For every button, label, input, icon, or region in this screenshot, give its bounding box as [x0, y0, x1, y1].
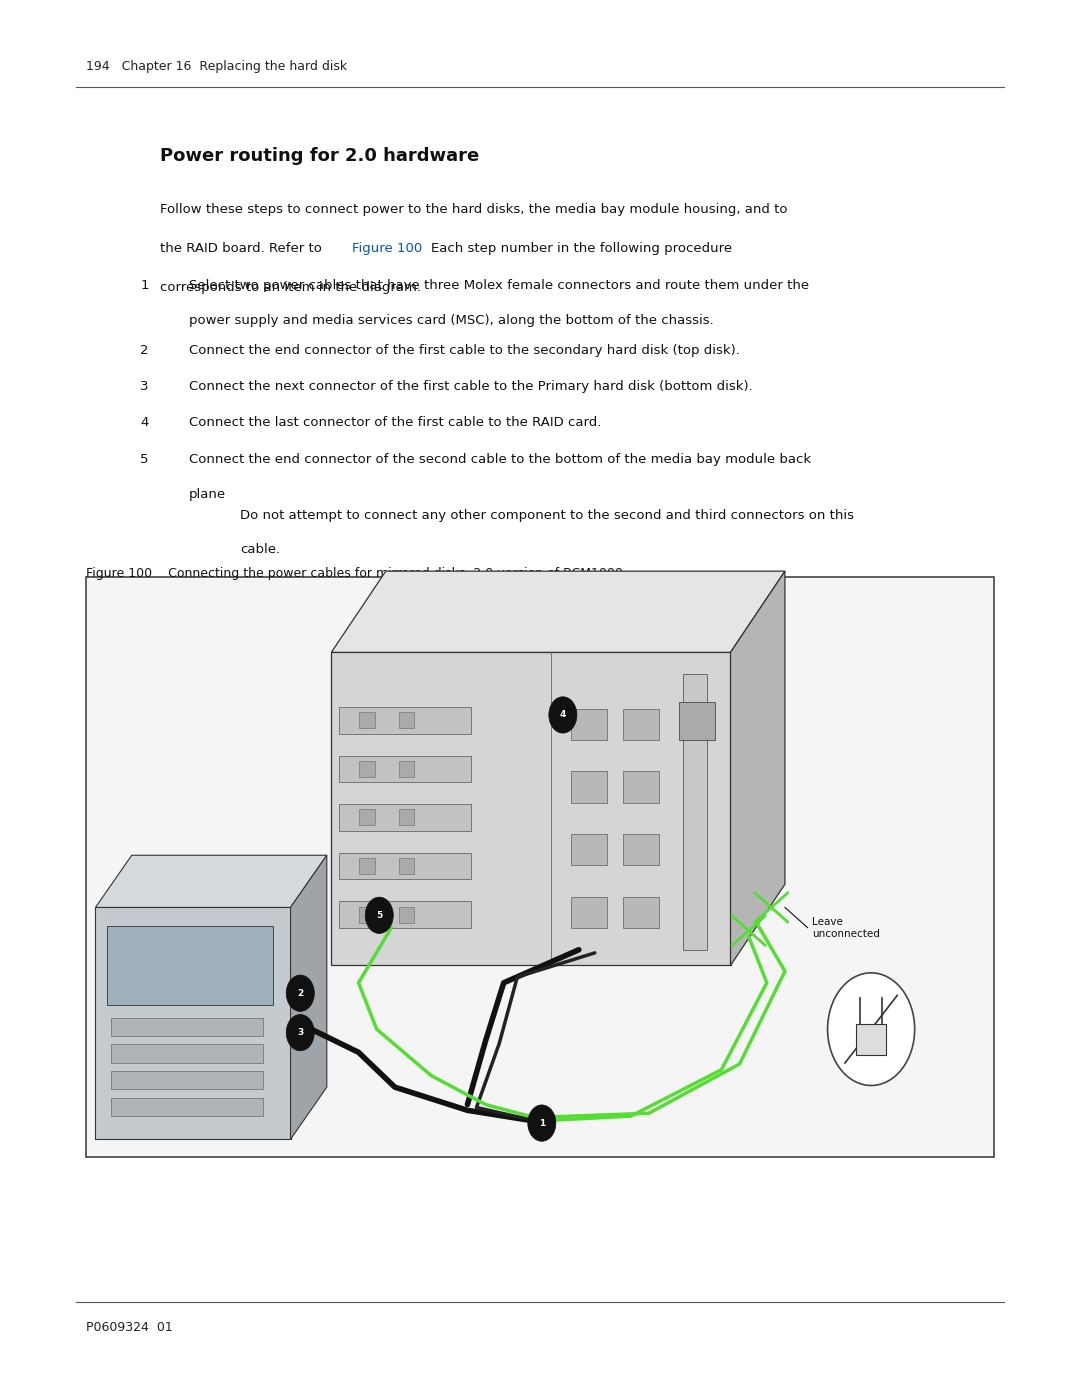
Text: 2: 2 [297, 989, 303, 997]
Polygon shape [730, 571, 785, 965]
FancyBboxPatch shape [623, 708, 659, 740]
Text: 4: 4 [559, 711, 566, 719]
Text: 5: 5 [376, 911, 382, 919]
FancyBboxPatch shape [359, 907, 375, 922]
FancyBboxPatch shape [678, 703, 715, 740]
FancyBboxPatch shape [359, 712, 375, 728]
Text: 194   Chapter 16  Replacing the hard disk: 194 Chapter 16 Replacing the hard disk [86, 60, 348, 73]
FancyBboxPatch shape [399, 761, 415, 777]
FancyBboxPatch shape [399, 858, 415, 875]
FancyBboxPatch shape [623, 834, 659, 865]
Text: Connect the end connector of the second cable to the bottom of the media bay mod: Connect the end connector of the second … [189, 453, 811, 465]
Text: corresponds to an item in the diagram.: corresponds to an item in the diagram. [160, 281, 421, 293]
FancyBboxPatch shape [399, 712, 415, 728]
FancyBboxPatch shape [683, 675, 706, 950]
Polygon shape [291, 855, 327, 1140]
Text: 5: 5 [140, 453, 149, 465]
Circle shape [528, 1105, 556, 1141]
Text: 1: 1 [140, 279, 149, 292]
Polygon shape [332, 571, 785, 652]
FancyBboxPatch shape [111, 1071, 264, 1090]
FancyBboxPatch shape [339, 707, 471, 733]
FancyBboxPatch shape [339, 852, 471, 879]
FancyBboxPatch shape [339, 901, 471, 928]
FancyBboxPatch shape [571, 834, 607, 865]
Text: 2: 2 [140, 344, 149, 356]
FancyBboxPatch shape [111, 1098, 264, 1116]
FancyBboxPatch shape [107, 926, 273, 1004]
Text: 3: 3 [140, 380, 149, 393]
FancyBboxPatch shape [339, 805, 471, 831]
Text: Power routing for 2.0 hardware: Power routing for 2.0 hardware [160, 147, 480, 165]
FancyBboxPatch shape [623, 897, 659, 928]
FancyBboxPatch shape [623, 771, 659, 803]
Text: Each step number in the following procedure: Each step number in the following proced… [431, 242, 732, 254]
Text: plane: plane [189, 488, 226, 500]
FancyBboxPatch shape [359, 761, 375, 777]
Circle shape [549, 697, 577, 733]
Text: Figure 100    Connecting the power cables for mirrored disks, 2.0 version of BCM: Figure 100 Connecting the power cables f… [86, 567, 623, 580]
FancyBboxPatch shape [339, 756, 471, 782]
FancyBboxPatch shape [399, 809, 415, 826]
FancyBboxPatch shape [332, 652, 730, 965]
FancyBboxPatch shape [571, 771, 607, 803]
Circle shape [286, 975, 314, 1011]
Text: Connect the end connector of the first cable to the secondary hard disk (top dis: Connect the end connector of the first c… [189, 344, 740, 356]
Text: cable.: cable. [240, 543, 280, 556]
FancyBboxPatch shape [359, 809, 375, 826]
Text: Figure 100: Figure 100 [352, 242, 422, 254]
Circle shape [827, 972, 915, 1085]
Text: 1: 1 [539, 1119, 545, 1127]
FancyBboxPatch shape [86, 577, 994, 1157]
FancyBboxPatch shape [855, 1024, 887, 1055]
Circle shape [286, 1014, 314, 1051]
Text: power supply and media services card (MSC), along the bottom of the chassis.: power supply and media services card (MS… [189, 314, 714, 327]
Text: P0609324  01: P0609324 01 [86, 1322, 173, 1334]
Text: Follow these steps to connect power to the hard disks, the media bay module hous: Follow these steps to connect power to t… [160, 203, 787, 215]
FancyBboxPatch shape [359, 858, 375, 875]
FancyBboxPatch shape [571, 897, 607, 928]
Text: Connect the next connector of the first cable to the Primary hard disk (bottom d: Connect the next connector of the first … [189, 380, 753, 393]
FancyBboxPatch shape [111, 1017, 264, 1037]
FancyBboxPatch shape [111, 1044, 264, 1063]
Text: the RAID board. Refer to: the RAID board. Refer to [160, 242, 322, 254]
Circle shape [365, 897, 393, 933]
Text: Do not attempt to connect any other component to the second and third connectors: Do not attempt to connect any other comp… [240, 509, 854, 521]
FancyBboxPatch shape [571, 708, 607, 740]
Text: Connect the last connector of the first cable to the RAID card.: Connect the last connector of the first … [189, 416, 602, 429]
Polygon shape [95, 855, 327, 908]
FancyBboxPatch shape [399, 907, 415, 922]
Text: Leave
unconnected: Leave unconnected [812, 916, 880, 939]
Text: 4: 4 [140, 416, 149, 429]
Text: Select two power cables that have three Molex female connectors and route them u: Select two power cables that have three … [189, 279, 809, 292]
Text: 3: 3 [297, 1028, 303, 1037]
FancyBboxPatch shape [95, 908, 291, 1140]
